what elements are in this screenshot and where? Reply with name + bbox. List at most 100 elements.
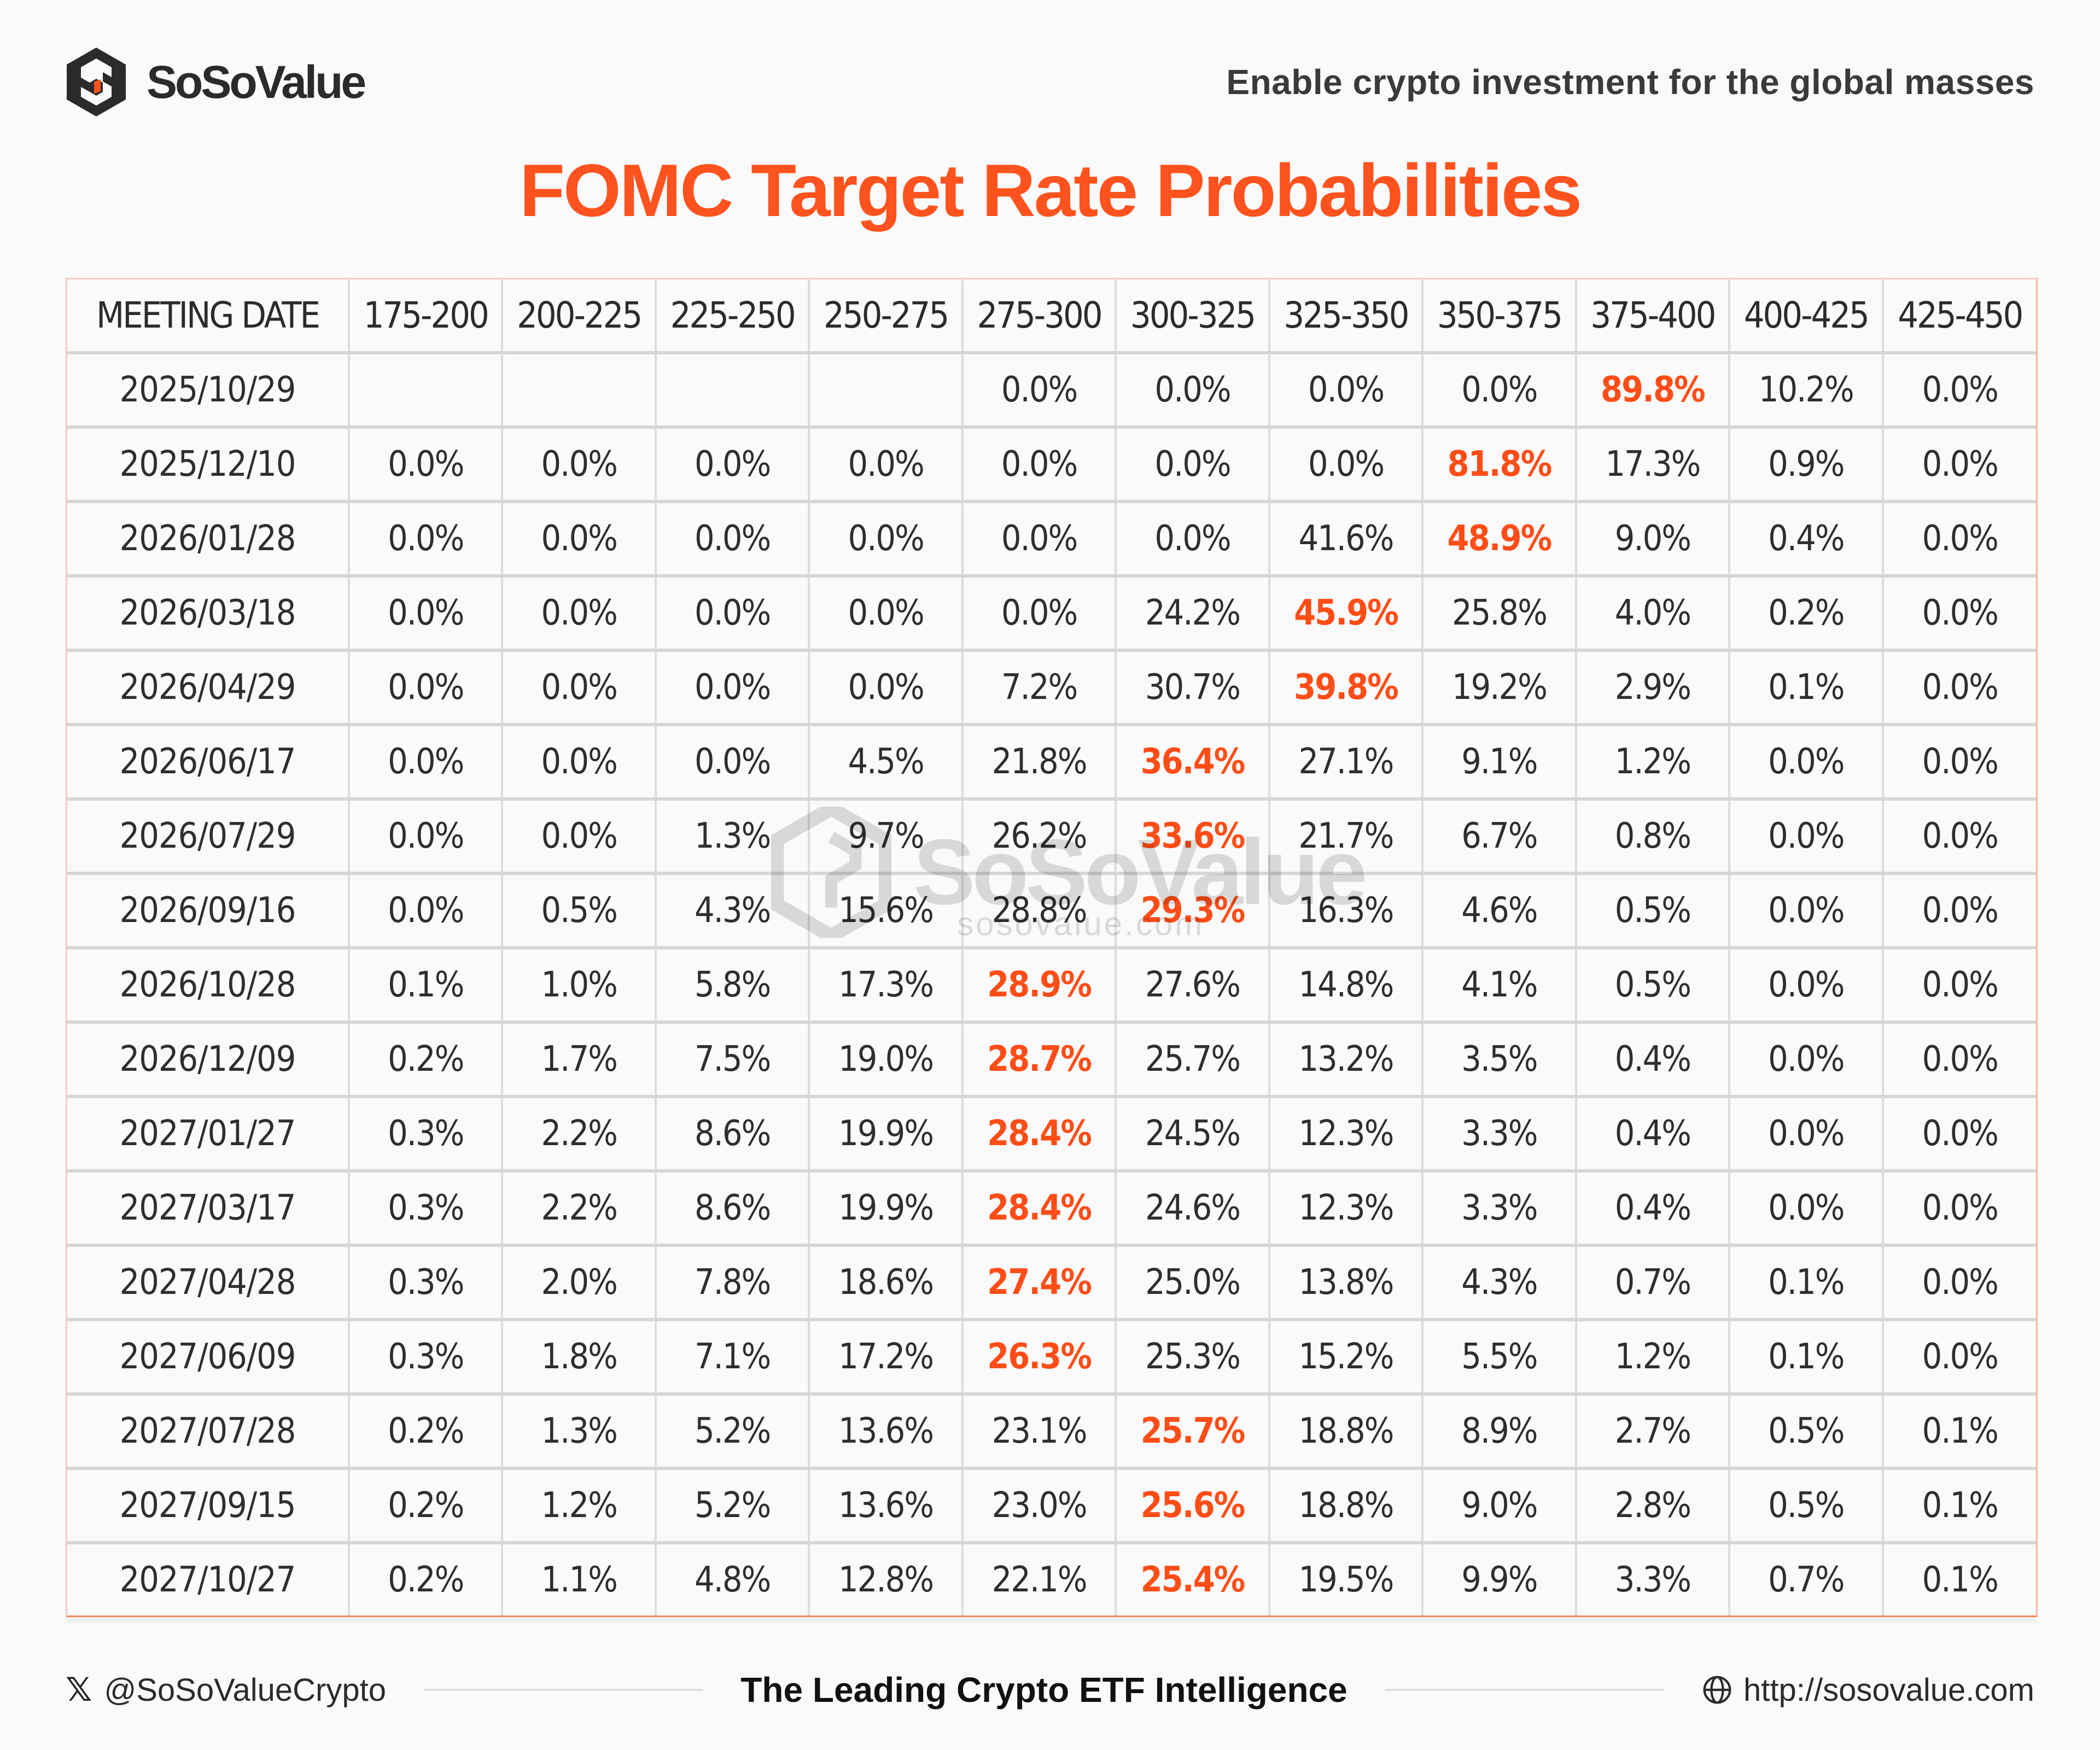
probability-cell: 2.0% [501, 1244, 657, 1321]
probability-cell-max: 28.7% [961, 1020, 1117, 1098]
probability-cell: 0.2% [347, 1020, 504, 1098]
column-header-range: 275-300 [961, 279, 1117, 354]
probability-cell: 0.0% [501, 500, 657, 577]
meeting-date-cell: 2025/12/10 [67, 425, 350, 503]
probability-cell: 25.8% [1421, 574, 1577, 651]
probability-cell: 24.6% [1115, 1169, 1270, 1246]
probability-cell: 24.5% [1115, 1095, 1270, 1172]
probability-cell: 2.2% [501, 1169, 657, 1246]
probability-cell: 0.2% [347, 1392, 504, 1469]
probability-cell: 0.0% [347, 649, 504, 726]
probability-cell: 16.3% [1268, 872, 1424, 949]
probability-cell: 4.8% [654, 1541, 810, 1615]
probability-cell: 30.7% [1115, 649, 1270, 726]
probability-cell: 0.5% [1574, 872, 1731, 949]
probability-cell: 0.2% [347, 1541, 504, 1615]
meeting-date-cell: 2027/07/28 [67, 1392, 350, 1469]
probability-cell: 19.9% [808, 1169, 964, 1246]
column-header-range: 350-375 [1421, 279, 1577, 354]
probability-cell: 8.6% [654, 1095, 810, 1172]
probability-cell: 4.3% [654, 872, 810, 949]
probability-cell: 19.0% [808, 1020, 964, 1098]
table-row: 2026/09/16 0.0% 0.5% 4.3% 15.6% 28.8% 29.3% 16.… [67, 872, 2036, 949]
probability-cell: 0.0% [1881, 425, 2036, 503]
probability-cell: 0.7% [1574, 1244, 1731, 1321]
website-link[interactable]: http://sosovalue.com [1702, 1672, 2034, 1708]
meeting-date-cell: 2025/10/29 [67, 351, 350, 428]
probability-cell: 0.0% [501, 649, 657, 726]
probability-cell-max: 36.4% [1115, 723, 1270, 800]
probability-cell: 0.2% [347, 1467, 504, 1544]
probability-cell: 28.8% [961, 872, 1117, 949]
probability-cell: 0.0% [654, 425, 810, 503]
probability-cell: 0.0% [961, 425, 1117, 503]
probability-cell: 9.7% [808, 797, 964, 874]
probability-cell-max: 26.3% [961, 1318, 1117, 1395]
probability-cell-max: 28.4% [961, 1095, 1117, 1172]
probability-cell-max: 48.9% [1421, 500, 1577, 577]
probability-cell-max: 25.6% [1115, 1467, 1270, 1544]
probability-cell: 13.8% [1268, 1244, 1424, 1321]
probability-cell: 4.1% [1421, 946, 1577, 1023]
probability-cell: 4.6% [1421, 872, 1577, 949]
table-row: 2026/07/29 0.0% 0.0% 1.3% 9.7% 26.2% 33.6% 21.7… [67, 797, 2036, 874]
probability-cell: 17.3% [1574, 425, 1731, 503]
probability-cell-max: 81.8% [1421, 425, 1577, 503]
probability-cell: 9.1% [1421, 723, 1577, 800]
probability-cell: 0.4% [1574, 1095, 1731, 1172]
meeting-date-cell: 2027/04/28 [67, 1244, 350, 1321]
website-url[interactable]: http://sosovalue.com [1743, 1672, 2034, 1708]
probability-cell: 0.0% [1728, 1020, 1884, 1098]
probability-cell: 0.0% [961, 574, 1117, 651]
probability-cell: 4.5% [808, 723, 964, 800]
probability-cell: 0.0% [1728, 797, 1884, 874]
social-link[interactable]: 𝕏 @SoSoValueCrypto [66, 1671, 386, 1709]
probability-cell: 0.0% [808, 425, 964, 503]
globe-icon [1703, 1676, 1731, 1704]
probability-cell: 0.0% [347, 574, 504, 651]
probability-cell: 1.1% [501, 1541, 657, 1615]
probability-cell: 1.7% [501, 1020, 657, 1098]
probability-cell: 5.2% [654, 1467, 810, 1544]
meeting-date-cell: 2026/06/17 [67, 723, 350, 800]
probability-cell: 25.0% [1115, 1244, 1270, 1321]
social-handle[interactable]: @SoSoValueCrypto [104, 1672, 386, 1708]
probability-cell: 19.2% [1421, 649, 1577, 726]
page-title: FOMC Target Rate Probabilities [519, 149, 1582, 232]
footer-divider-left [424, 1689, 703, 1691]
probability-cell: 3.5% [1421, 1020, 1577, 1098]
footer: 𝕏 @SoSoValueCrypto The Leading Crypto ET… [66, 1662, 2034, 1717]
probability-cell: 22.1% [961, 1541, 1117, 1615]
probability-cell: 27.1% [1268, 723, 1424, 800]
probability-cell: 21.7% [1268, 797, 1424, 874]
probability-cell: 24.2% [1115, 574, 1270, 651]
probability-cell: 19.5% [1268, 1541, 1424, 1615]
probability-cell: 14.8% [1268, 946, 1424, 1023]
footer-divider-right [1385, 1689, 1664, 1691]
probability-cell: 0.1% [1728, 1244, 1884, 1321]
column-header-range: 325-350 [1268, 279, 1424, 354]
table-row: 2026/01/28 0.0% 0.0% 0.0% 0.0% 0.0% 0.0% 41.6% 4… [67, 500, 2036, 577]
probability-cell: 0.7% [1728, 1541, 1884, 1615]
column-header-range: 425-450 [1881, 279, 2036, 354]
probability-cell: 0.5% [1574, 946, 1731, 1023]
probability-cell: 0.0% [1881, 723, 2036, 800]
probability-cell: 13.6% [808, 1392, 964, 1469]
probability-cell: 17.3% [808, 946, 964, 1023]
probability-cell: 0.0% [1881, 797, 2036, 874]
probability-cell: 0.1% [1881, 1541, 2036, 1615]
table-row: 2025/10/29 0.0% 0.0% 0.0% 0.0% 89.8% 10.2% 0.0% [67, 351, 2036, 428]
probability-cell-max: 45.9% [1268, 574, 1424, 651]
probability-cell: 13.6% [808, 1467, 964, 1544]
probability-cell: 27.6% [1115, 946, 1270, 1023]
probability-cell: 9.0% [1574, 500, 1731, 577]
probability-cell: 2.7% [1574, 1392, 1731, 1469]
meeting-date-cell: 2027/10/27 [67, 1541, 350, 1615]
meeting-date-cell: 2026/07/29 [67, 797, 350, 874]
probability-cell [347, 351, 504, 428]
probability-cell: 0.0% [1881, 500, 2036, 577]
meeting-date-cell: 2026/04/29 [67, 649, 350, 726]
probability-cell: 2.2% [501, 1095, 657, 1172]
x-logo-icon: 𝕏 [66, 1671, 92, 1708]
table-row: 2027/04/28 0.3% 2.0% 7.8% 18.6% 27.4% 25.0% 13.… [67, 1244, 2036, 1321]
